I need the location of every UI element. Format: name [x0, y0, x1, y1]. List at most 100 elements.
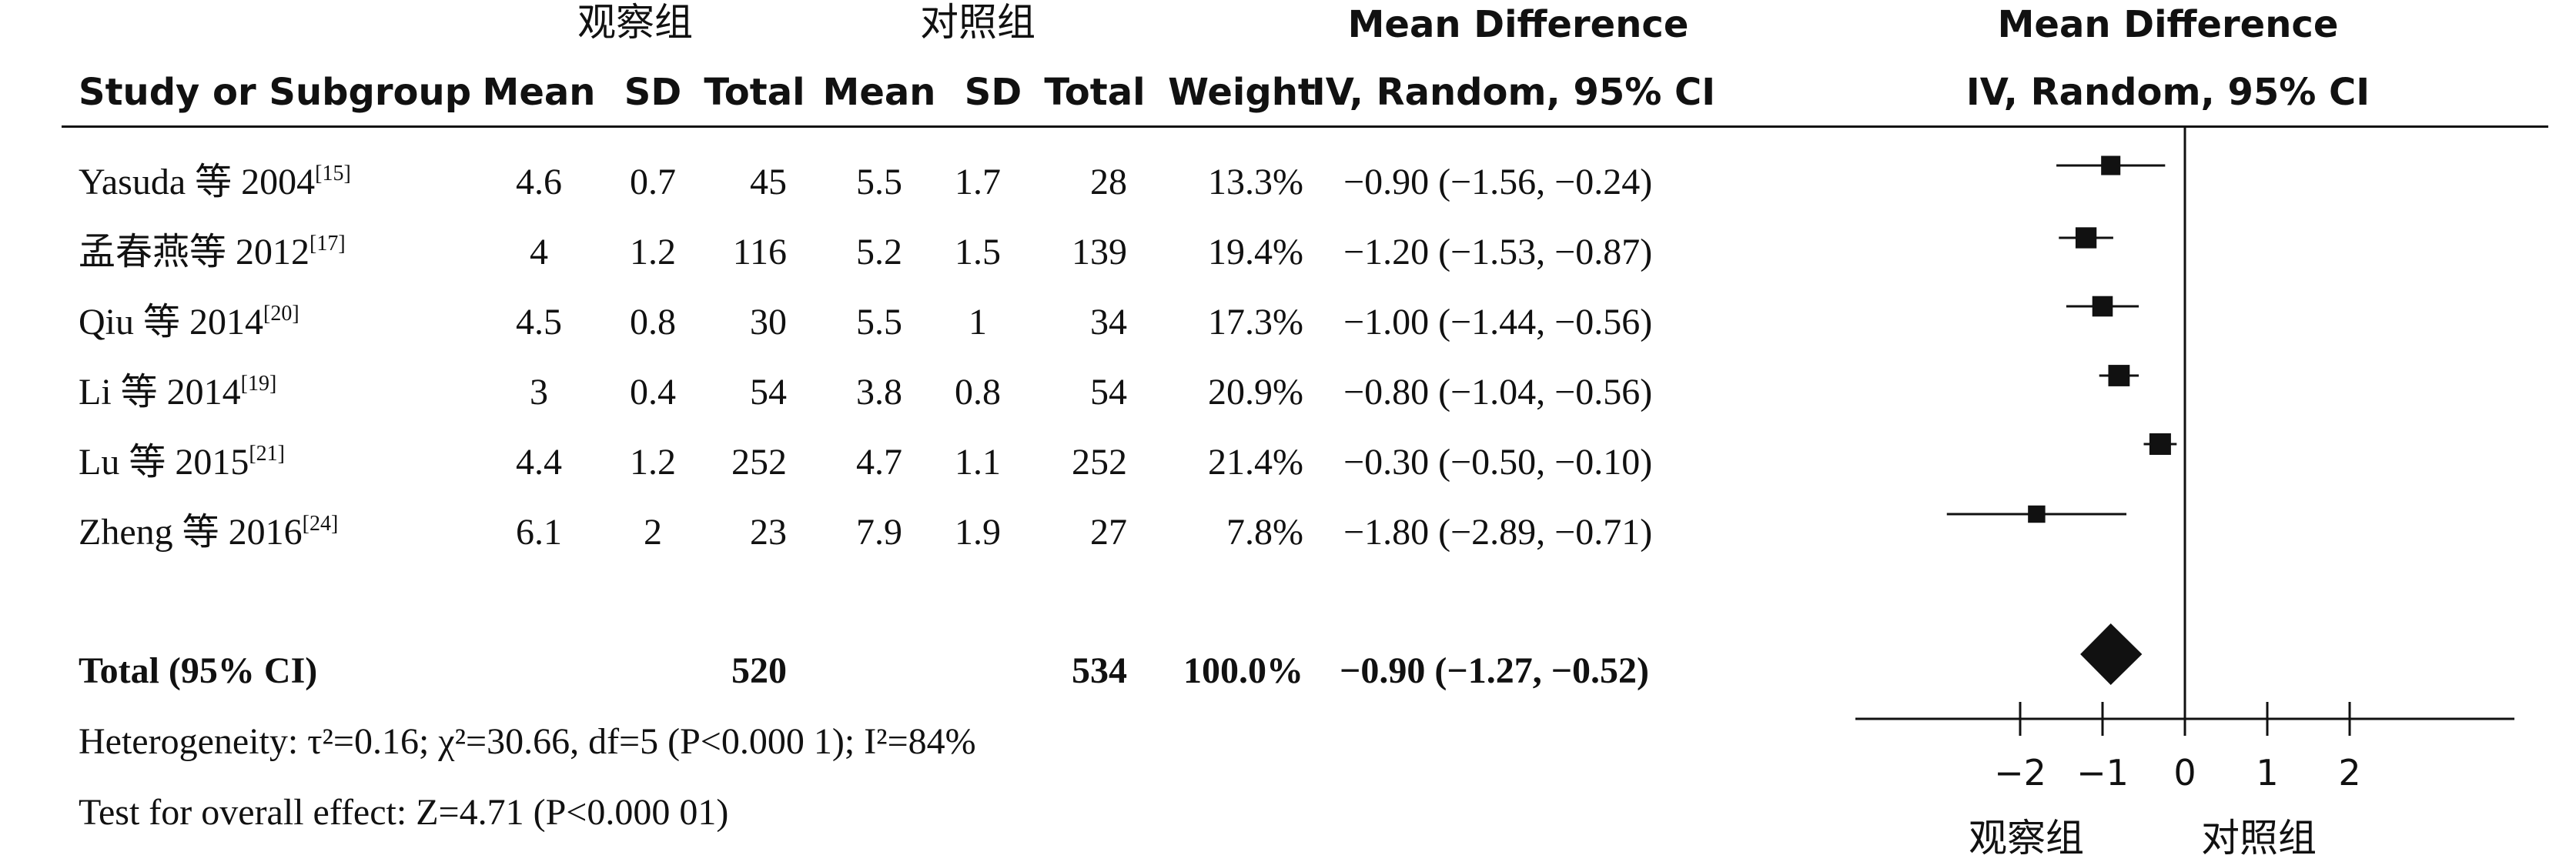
x-axis-tick-label: 2	[2338, 752, 2360, 794]
cell-sd2: 1.9	[955, 512, 1001, 553]
cell-sd2: 1.5	[955, 232, 1001, 272]
cell-sd1: 0.8	[630, 302, 676, 342]
sd2-header: SD	[964, 71, 1022, 114]
study-point	[2092, 296, 2113, 317]
md-title: Mean Difference	[1347, 3, 1689, 46]
study-name: Qiu 等 2014[20]	[79, 302, 299, 342]
cell-sd1: 2	[644, 512, 662, 553]
plot-title: Mean Difference	[1997, 3, 2339, 46]
group1-header: 观察组	[577, 0, 693, 45]
cell-sd1: 1.2	[630, 232, 676, 272]
study-point	[2108, 365, 2130, 386]
cell-mean1: 4.6	[516, 162, 562, 202]
study-column-header: Study or Subgroup	[79, 71, 472, 114]
cell-mean2: 5.5	[856, 162, 902, 202]
cell-sd1: 1.2	[630, 442, 676, 483]
axis-left-label: 观察组	[1969, 816, 2084, 860]
study-reference: [21]	[249, 442, 285, 466]
x-axis-tick-label: −1	[2076, 752, 2129, 794]
method-header: IV, Random, 95% CI	[1311, 71, 1716, 114]
study-name-text: Qiu 等 2014	[79, 302, 264, 342]
study-name: Yasuda 等 2004[15]	[79, 162, 351, 202]
cell-total2: 28	[1090, 162, 1127, 202]
overall-effect-text: Test for overall effect: Z=4.71 (P<0.000…	[79, 792, 729, 833]
cell-total1: 54	[750, 372, 787, 413]
study-reference: [20]	[263, 302, 299, 326]
cell-mean1: 3	[530, 372, 548, 413]
study-name: 孟春燕等 2012[17]	[79, 232, 346, 272]
cell-sd1: 0.4	[630, 372, 676, 413]
cell-sd2: 0.8	[955, 372, 1001, 413]
cell-total1: 116	[732, 232, 787, 272]
cell-total2: 139	[1072, 232, 1127, 272]
study-point	[2028, 505, 2046, 523]
total-group2: 534	[1072, 650, 1127, 691]
x-axis-tick-label: 0	[2173, 752, 2196, 794]
study-point	[2149, 433, 2171, 455]
cell-ci: −1.80 (−2.89, −0.71)	[1343, 512, 1653, 553]
weight-header: Weight	[1168, 71, 1316, 114]
study-name-text: Zheng 等 2016	[79, 512, 303, 553]
cell-mean1: 6.1	[516, 512, 562, 553]
study-reference: [15]	[315, 162, 351, 185]
total-weight: 100.0%	[1183, 650, 1303, 691]
total-ci: −0.90 (−1.27, −0.52)	[1340, 650, 1650, 691]
cell-ci: −1.00 (−1.44, −0.56)	[1343, 302, 1653, 342]
total2-header: Total	[1044, 71, 1146, 114]
mean2-header: Mean	[822, 71, 936, 114]
cell-weight: 13.3%	[1208, 162, 1303, 202]
cell-total2: 54	[1090, 372, 1127, 413]
cell-weight: 17.3%	[1208, 302, 1303, 342]
axis-right-label: 对照组	[2201, 816, 2317, 860]
cell-mean1: 4.5	[516, 302, 562, 342]
cell-mean1: 4.4	[516, 442, 562, 483]
cell-ci: −1.20 (−1.53, −0.87)	[1343, 232, 1653, 272]
total-group1: 520	[731, 650, 787, 691]
cell-total2: 34	[1090, 302, 1127, 342]
cell-sd1: 0.7	[630, 162, 676, 202]
study-point	[2075, 227, 2097, 249]
study-reference: [17]	[309, 232, 346, 256]
total-label: Total (95% CI)	[79, 650, 318, 691]
cell-weight: 19.4%	[1208, 232, 1303, 272]
heterogeneity-text: Heterogeneity: τ²=0.16; χ²=30.66, df=5 (…	[79, 721, 976, 762]
study-name-text: Li 等 2014	[79, 372, 241, 413]
cell-total1: 23	[750, 512, 787, 553]
header-rule	[62, 125, 2548, 128]
cell-ci: −0.80 (−1.04, −0.56)	[1343, 372, 1653, 413]
cell-total2: 27	[1090, 512, 1127, 553]
cell-mean1: 4	[530, 232, 548, 272]
cell-mean2: 7.9	[856, 512, 902, 553]
sd1-header: SD	[624, 71, 682, 114]
study-point	[2101, 155, 2121, 175]
study-name: Zheng 等 2016[24]	[79, 512, 339, 553]
study-name: Li 等 2014[19]	[79, 372, 277, 413]
cell-mean2: 3.8	[856, 372, 902, 413]
cell-sd2: 1	[969, 302, 987, 342]
study-name-text: 孟春燕等 2012	[79, 232, 310, 272]
cell-weight: 20.9%	[1208, 372, 1303, 413]
study-reference: [24]	[302, 512, 339, 536]
cell-mean2: 5.2	[856, 232, 902, 272]
cell-total2: 252	[1072, 442, 1127, 483]
cell-weight: 7.8%	[1226, 512, 1303, 553]
study-name: Lu 等 2015[21]	[79, 442, 285, 481]
cell-mean2: 4.7	[856, 442, 902, 483]
cell-mean2: 5.5	[856, 302, 902, 342]
cell-ci: −0.30 (−0.50, −0.10)	[1343, 442, 1653, 483]
x-axis-tick-label: −2	[1994, 752, 2046, 794]
study-name-text: Yasuda 等 2004	[79, 162, 316, 202]
x-axis-tick-label: 1	[2256, 752, 2278, 794]
mean1-header: Mean	[482, 71, 596, 114]
plot-method-header: IV, Random, 95% CI	[1965, 71, 2370, 114]
cell-sd2: 1.1	[955, 442, 1001, 483]
cell-total1: 30	[750, 302, 787, 342]
cell-weight: 21.4%	[1208, 442, 1303, 483]
overall-diamond	[2080, 623, 2143, 685]
group2-header: 对照组	[920, 0, 1035, 45]
cell-total1: 45	[750, 162, 787, 202]
cell-total1: 252	[731, 442, 787, 483]
study-reference: [19]	[240, 372, 277, 396]
